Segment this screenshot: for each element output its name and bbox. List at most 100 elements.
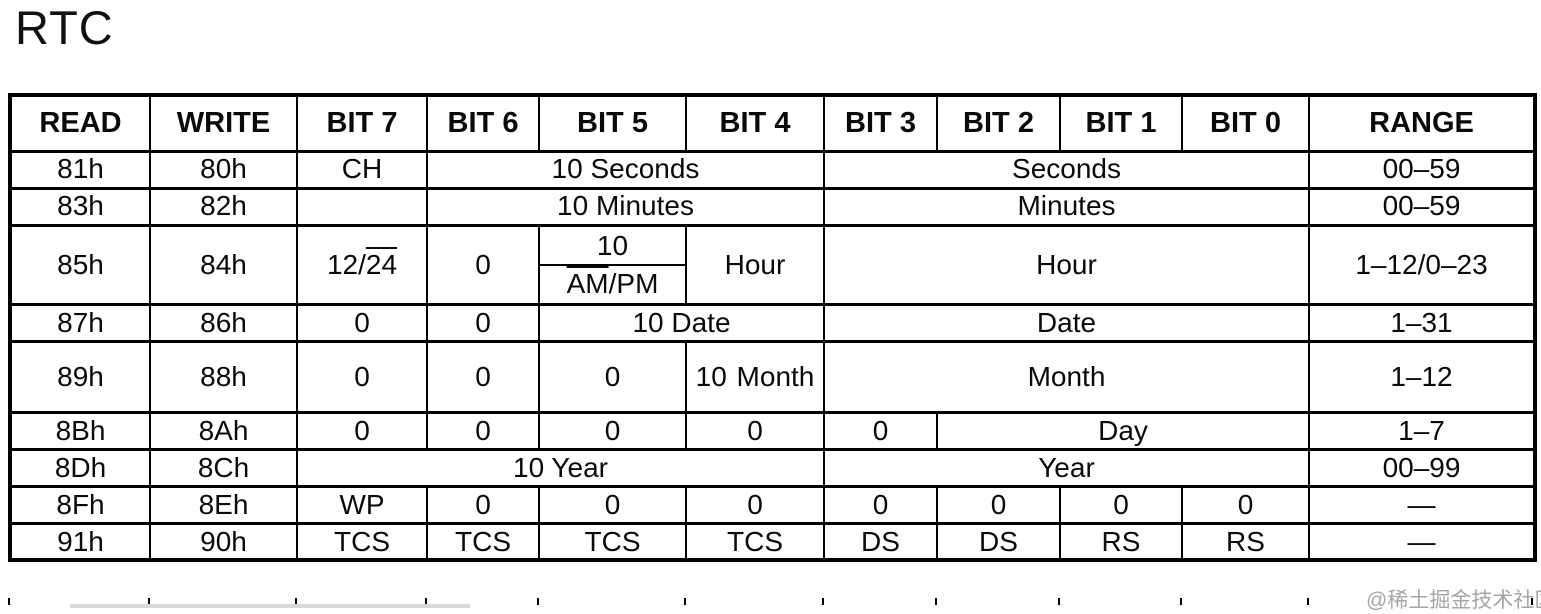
cell-date-bits-5-4: 10 Date	[538, 302, 825, 343]
cell-seconds-bits-3-0: Seconds	[823, 149, 1310, 190]
table-row-minutes: 83h 82h 10 Minutes Minutes 00–59	[9, 186, 1536, 227]
cell-date-read: 87h	[9, 302, 151, 343]
cell-tc-bit2: DS	[936, 521, 1061, 562]
cell-hour-bit5: 10 AM/PM	[538, 223, 687, 306]
cell-wp-bit5: 0	[538, 484, 687, 525]
table-row-month: 89h 88h 0 0 0 10 Month Month 1–12	[9, 339, 1536, 414]
cell-month-range: 1–12	[1308, 339, 1536, 414]
cell-day-write: 8Ah	[149, 410, 298, 451]
cell-tc-bit1: RS	[1059, 521, 1183, 562]
cell-tc-bit6: TCS	[426, 521, 540, 562]
cell-month-bits-3-0: Month	[823, 339, 1310, 414]
cell-date-write: 86h	[149, 302, 298, 343]
cell-wp-bit1: 0	[1059, 484, 1183, 525]
cell-hour-bit6: 0	[426, 223, 540, 306]
cell-day-read: 8Bh	[9, 410, 151, 451]
rtc-register-table: READ WRITE BIT 7 BIT 6 BIT 5 BIT 4 BIT 3…	[8, 93, 1537, 563]
cell-tc-range: —	[1308, 521, 1536, 562]
column-header-read: READ	[9, 93, 151, 153]
cell-date-bit7: 0	[296, 302, 428, 343]
cell-month-bit6: 0	[426, 339, 540, 414]
cell-wp-bit2: 0	[936, 484, 1061, 525]
cell-hour-read: 85h	[9, 223, 151, 306]
cell-wp-write: 8Eh	[149, 484, 298, 525]
column-header-bit6: BIT 6	[426, 93, 540, 153]
cell-hour-range: 1–12/0–23	[1308, 223, 1536, 306]
cell-month-write: 88h	[149, 339, 298, 414]
cell-date-range: 1–31	[1308, 302, 1536, 343]
hour-ampm-rest: /PM	[608, 267, 659, 299]
cell-hour-bit7: 12/24	[296, 223, 428, 306]
hour-bit5-ampm: AM/PM	[541, 266, 684, 302]
table-row-date: 87h 86h 0 0 10 Date Date 1–31	[9, 302, 1536, 343]
cell-hour-write: 84h	[149, 223, 298, 306]
cell-wp-bit7: WP	[296, 484, 428, 525]
column-header-bit0: BIT 0	[1181, 93, 1310, 153]
table-row-year: 8Dh 8Ch 10 Year Year 00–99	[9, 447, 1536, 488]
cell-wp-bit6: 0	[426, 484, 540, 525]
column-header-bit7: BIT 7	[296, 93, 428, 153]
watermark: @稀土掘金技术社区	[1366, 589, 1541, 612]
cell-tc-bit3: DS	[823, 521, 938, 562]
cell-minutes-write: 82h	[149, 186, 298, 227]
cell-wp-range: —	[1308, 484, 1536, 525]
cell-hour-bit4: Hour	[685, 223, 825, 306]
cell-date-bits-3-0: Date	[823, 302, 1310, 343]
cell-month-read: 89h	[9, 339, 151, 414]
cell-tc-write: 90h	[149, 521, 298, 562]
cell-seconds-bits-6-4: 10 Seconds	[426, 149, 825, 190]
cell-month-bit7: 0	[296, 339, 428, 414]
column-header-bit5: BIT 5	[538, 93, 687, 153]
cell-year-bits-3-0: Year	[823, 447, 1310, 488]
cell-day-bit6: 0	[426, 410, 540, 451]
cell-month-bit5: 0	[538, 339, 687, 414]
cell-year-read: 8Dh	[9, 447, 151, 488]
cell-wp-bit3: 0	[823, 484, 938, 525]
cell-day-bit7: 0	[296, 410, 428, 451]
header-row: READ WRITE BIT 7 BIT 6 BIT 5 BIT 4 BIT 3…	[9, 93, 1536, 153]
table-row-seconds: 81h 80h CH 10 Seconds Seconds 00–59	[9, 149, 1536, 190]
page-title: RTC	[15, 1, 114, 54]
cell-day-bit4: 0	[685, 410, 825, 451]
cell-minutes-read: 83h	[9, 186, 151, 227]
table-row-write-protect: 8Fh 8Eh WP 0 0 0 0 0 0 0 —	[9, 484, 1536, 525]
cell-wp-bit4: 0	[685, 484, 825, 525]
cell-tc-bit5: TCS	[538, 521, 687, 562]
cell-minutes-bits-3-0: Minutes	[823, 186, 1310, 227]
table-row-trickle-charge: 91h 90h TCS TCS TCS TCS DS DS RS RS —	[9, 521, 1536, 562]
column-header-bit1: BIT 1	[1059, 93, 1183, 153]
cell-tc-bit0: RS	[1181, 521, 1310, 562]
cell-hour-bits-3-0: Hour	[823, 223, 1310, 306]
column-header-range: RANGE	[1308, 93, 1536, 153]
hour-mode-prefix: 12/	[326, 248, 366, 280]
cell-month-bit4: 10 Month	[685, 339, 825, 414]
cell-tc-bit4: TCS	[685, 521, 825, 562]
cell-minutes-bits-6-4: 10 Minutes	[426, 186, 825, 227]
cell-seconds-write: 80h	[149, 149, 298, 190]
table-row-day: 8Bh 8Ah 0 0 0 0 0 Day 1–7	[9, 410, 1536, 451]
cell-seconds-range: 00–59	[1308, 149, 1536, 190]
hour-bit5-ten: 10	[541, 228, 684, 266]
cell-minutes-range: 00–59	[1308, 186, 1536, 227]
cell-day-bit5: 0	[538, 410, 687, 451]
cell-seconds-read: 81h	[9, 149, 151, 190]
column-header-bit3: BIT 3	[823, 93, 938, 153]
cell-year-write: 8Ch	[149, 447, 298, 488]
hour-mode-overline-24: 24	[365, 248, 398, 280]
column-header-bit2: BIT 2	[936, 93, 1061, 153]
cell-year-range: 00–99	[1308, 447, 1536, 488]
cell-tc-read: 91h	[9, 521, 151, 562]
cell-seconds-bit7: CH	[296, 149, 428, 190]
cell-day-range: 1–7	[1308, 410, 1536, 451]
cell-date-bit6: 0	[426, 302, 540, 343]
cell-wp-read: 8Fh	[9, 484, 151, 525]
cell-minutes-bit7	[296, 186, 428, 227]
column-header-write: WRITE	[149, 93, 298, 153]
column-header-bit4: BIT 4	[685, 93, 825, 153]
cell-day-bit3: 0	[823, 410, 938, 451]
cell-year-bits-7-4: 10 Year	[296, 447, 825, 488]
cell-wp-bit0: 0	[1181, 484, 1310, 525]
cell-day-bits-2-0: Day	[936, 410, 1310, 451]
cutoff-next-row-ticks	[8, 598, 1533, 605]
cell-tc-bit7: TCS	[296, 521, 428, 562]
